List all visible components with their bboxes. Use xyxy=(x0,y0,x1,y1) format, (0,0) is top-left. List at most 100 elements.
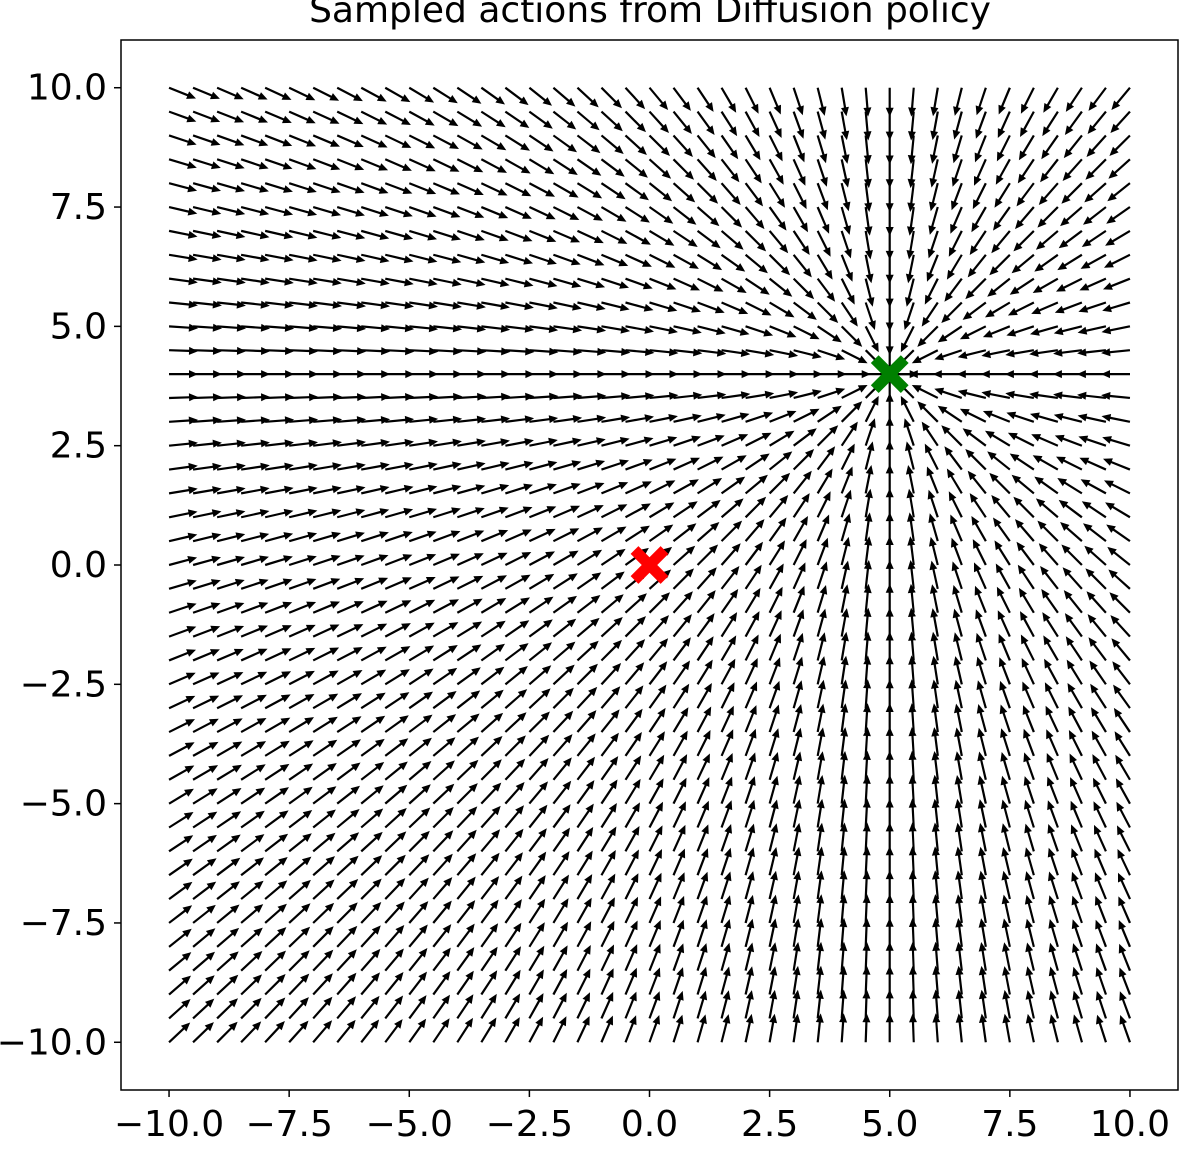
arrow xyxy=(744,799,756,828)
arrow xyxy=(1089,660,1107,685)
arrow xyxy=(408,854,430,876)
arrow xyxy=(744,990,754,1019)
arrow xyxy=(974,158,987,186)
arrow xyxy=(931,774,940,804)
arrow xyxy=(989,254,1011,276)
arrow xyxy=(169,346,198,355)
arrow xyxy=(864,536,873,566)
arrow xyxy=(360,134,388,148)
arrow xyxy=(816,446,836,471)
arrow xyxy=(745,301,772,316)
arrow xyxy=(577,347,607,356)
arrow xyxy=(168,229,198,239)
arrow xyxy=(408,668,434,686)
arrow xyxy=(909,989,917,1019)
arrow xyxy=(625,392,655,401)
arrow xyxy=(481,370,511,379)
arrow xyxy=(481,277,510,288)
arrow xyxy=(409,324,439,333)
arrow xyxy=(312,554,341,566)
arrow xyxy=(792,111,805,139)
arrow xyxy=(952,608,963,637)
arrow xyxy=(240,229,270,240)
arrow xyxy=(288,856,312,877)
arrow xyxy=(433,415,463,424)
arrow xyxy=(673,457,700,471)
arrow xyxy=(312,601,340,614)
arrow xyxy=(1058,230,1083,249)
arrow xyxy=(168,556,198,567)
arrow xyxy=(720,498,744,519)
arrow xyxy=(885,846,894,876)
arrow xyxy=(998,633,1011,661)
arrow xyxy=(1088,87,1107,111)
arrow xyxy=(934,349,963,361)
arrow xyxy=(955,894,964,924)
arrow xyxy=(696,659,713,685)
arrow xyxy=(576,1016,590,1043)
arrow xyxy=(885,87,894,117)
arrow xyxy=(288,670,315,686)
arrow xyxy=(240,602,269,614)
arrow xyxy=(600,873,616,900)
arrow xyxy=(932,870,940,900)
arrow xyxy=(932,894,940,923)
arrow xyxy=(744,847,755,876)
arrow xyxy=(289,277,318,286)
arrow xyxy=(600,110,623,132)
arrow xyxy=(864,512,873,542)
arrow xyxy=(672,730,688,757)
arrow xyxy=(528,922,545,948)
arrow xyxy=(360,1019,380,1043)
arrow xyxy=(927,230,939,259)
arrow xyxy=(553,301,582,311)
arrow xyxy=(481,392,511,401)
arrow xyxy=(862,941,871,971)
arrow xyxy=(504,666,528,686)
arrow xyxy=(697,301,725,314)
arrow xyxy=(909,941,917,971)
arrow xyxy=(720,847,732,876)
arrow xyxy=(1021,658,1035,685)
arrow xyxy=(384,784,408,805)
arrow xyxy=(264,86,292,100)
arrow xyxy=(457,507,485,519)
arrow xyxy=(862,774,871,804)
arrow xyxy=(384,86,411,103)
arrow xyxy=(601,253,629,267)
arrow xyxy=(863,607,872,637)
arrow xyxy=(216,764,242,781)
arrow xyxy=(672,848,686,876)
arrow xyxy=(980,370,1010,379)
arrow xyxy=(433,253,462,264)
arrow xyxy=(360,715,386,733)
arrow xyxy=(1046,753,1059,781)
arrow xyxy=(385,438,414,447)
arrow xyxy=(1108,158,1131,179)
arrow xyxy=(456,900,476,924)
arrow xyxy=(792,493,810,518)
arrow xyxy=(385,484,414,495)
arrow xyxy=(792,609,805,637)
arrow xyxy=(408,577,436,590)
arrow xyxy=(529,301,558,311)
arrow xyxy=(721,412,750,423)
arrow xyxy=(1110,110,1131,133)
arrow xyxy=(1038,182,1059,205)
arrow xyxy=(1057,478,1083,495)
arrow xyxy=(905,278,915,307)
arrow xyxy=(312,949,334,972)
arrow xyxy=(192,741,219,757)
arrow xyxy=(696,110,715,135)
arrow xyxy=(264,485,294,495)
arrow xyxy=(1043,635,1059,661)
arrow xyxy=(505,483,533,495)
arrow xyxy=(432,877,453,900)
arrow xyxy=(944,446,963,471)
arrow xyxy=(1015,519,1035,542)
arrow xyxy=(432,807,454,829)
arrow xyxy=(1054,434,1083,447)
arrow xyxy=(264,927,287,948)
arrow xyxy=(885,679,894,709)
arrow xyxy=(433,392,463,401)
